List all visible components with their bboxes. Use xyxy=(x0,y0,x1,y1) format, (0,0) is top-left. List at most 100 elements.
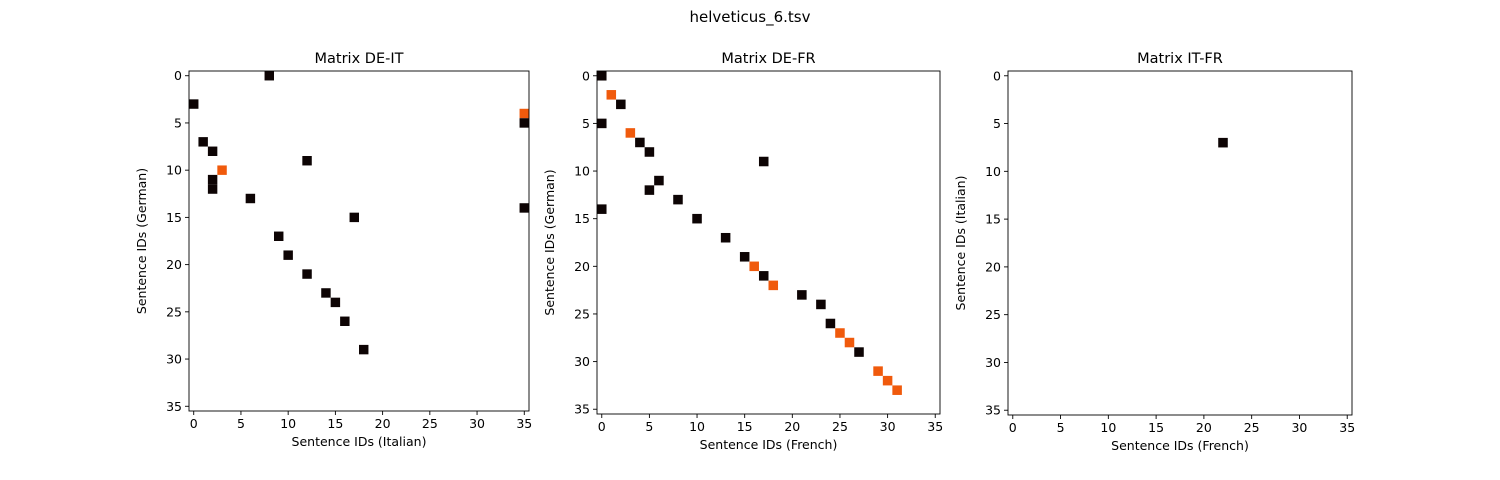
panel-title: Matrix IT-FR xyxy=(1137,51,1223,67)
matrix-cell xyxy=(321,288,331,298)
x-tick-label: 5 xyxy=(237,416,245,431)
y-tick-label: 10 xyxy=(985,164,1001,179)
matrix-cell xyxy=(692,213,702,224)
x-tick-label: 5 xyxy=(1057,420,1065,435)
matrix-cell xyxy=(739,252,750,262)
matrix-cell xyxy=(519,203,529,213)
plot-area xyxy=(597,71,940,414)
matrix-cell xyxy=(302,156,312,166)
y-tick-label: 10 xyxy=(574,164,590,179)
y-axis-label: Sentence IDs (German) xyxy=(542,169,557,315)
x-tick-label: 0 xyxy=(1009,420,1017,435)
matrix-cell xyxy=(882,375,893,386)
matrix-cell xyxy=(349,212,359,223)
axes-frame xyxy=(1007,70,1353,416)
y-tick-label: 20 xyxy=(574,259,590,274)
matrix-cell xyxy=(207,184,218,194)
axes-frame xyxy=(188,70,530,412)
matrix-cell xyxy=(625,128,636,138)
matrix-cell xyxy=(519,118,529,128)
y-tick-label: 35 xyxy=(166,399,182,414)
matrix-cell xyxy=(825,318,836,329)
y-tick-label: 15 xyxy=(166,210,182,225)
y-tick-label: 20 xyxy=(166,257,182,272)
panel-title: Matrix DE-IT xyxy=(315,51,404,67)
matrix-cell xyxy=(816,299,826,310)
matrix-cell xyxy=(720,232,731,243)
x-axis-label: Sentence IDs (French) xyxy=(700,437,838,452)
x-tick-label: 0 xyxy=(190,416,198,431)
y-tick-label: 35 xyxy=(985,403,1001,418)
x-tick-label: 35 xyxy=(927,419,943,434)
x-tick-label: 15 xyxy=(327,416,343,431)
x-tick-label: 15 xyxy=(737,419,753,434)
y-tick-label: 25 xyxy=(985,307,1001,322)
y-tick-label: 0 xyxy=(174,68,182,83)
matrix-cell xyxy=(873,366,883,376)
x-tick-label: 0 xyxy=(598,419,606,434)
matrix-cell xyxy=(207,174,218,185)
x-tick-label: 30 xyxy=(880,419,896,434)
x-tick-label: 10 xyxy=(689,419,705,434)
y-tick-label: 0 xyxy=(582,68,590,83)
matrix-cell xyxy=(749,261,759,272)
matrix-cell xyxy=(597,204,607,214)
matrix-cell xyxy=(768,280,779,291)
axes-frame xyxy=(596,70,941,415)
matrix-cell xyxy=(597,71,607,81)
matrix-cell xyxy=(606,90,617,100)
x-tick-label: 20 xyxy=(375,416,391,431)
matrix-cell xyxy=(673,194,683,205)
matrix-cell xyxy=(854,347,864,357)
x-tick-label: 5 xyxy=(645,419,653,434)
x-tick-label: 15 xyxy=(1148,420,1164,435)
matrix-cell xyxy=(597,118,607,129)
matrix-cell xyxy=(302,269,312,279)
x-axis-label: Sentence IDs (Italian) xyxy=(292,434,427,449)
y-tick-label: 5 xyxy=(174,115,182,130)
matrix-cell xyxy=(274,231,284,241)
matrix-cell xyxy=(1218,137,1228,148)
x-tick-label: 10 xyxy=(1100,420,1116,435)
matrix-cell xyxy=(758,156,769,167)
matrix-cell xyxy=(654,175,664,186)
matrix-cell xyxy=(644,185,655,195)
matrix-cell xyxy=(758,271,769,281)
matrix-cell xyxy=(892,385,902,395)
matrix-cell xyxy=(635,137,645,148)
matrix-cell xyxy=(340,316,350,326)
matrix-cell xyxy=(616,99,626,110)
plot-area xyxy=(189,71,529,411)
x-tick-label: 10 xyxy=(280,416,296,431)
x-tick-label: 25 xyxy=(832,419,848,434)
y-tick-label: 10 xyxy=(166,163,182,178)
x-tick-label: 35 xyxy=(516,416,532,431)
x-tick-label: 20 xyxy=(1196,420,1212,435)
x-tick-label: 25 xyxy=(422,416,438,431)
y-tick-label: 30 xyxy=(166,352,182,367)
matrix-cell xyxy=(217,165,227,175)
y-tick-label: 25 xyxy=(574,306,590,321)
matrix-cell xyxy=(198,137,208,147)
matrix-cell xyxy=(207,146,218,156)
matrix-cell xyxy=(245,193,256,204)
y-tick-label: 15 xyxy=(574,211,590,226)
y-tick-label: 5 xyxy=(993,116,1001,131)
x-axis-label: Sentence IDs (French) xyxy=(1111,438,1249,453)
y-tick-label: 20 xyxy=(985,259,1001,274)
y-tick-label: 5 xyxy=(582,116,590,131)
panel-3: 0 5 10 15 20 25 30 35 0 5 10 15 20 25 30 35 Matrix IT-FR… xyxy=(953,51,1355,453)
matrix-cell xyxy=(359,344,369,355)
panel-1: 0 5 10 15 20 25 30 35 0 5 10 15 20 25 30 35 Matrix DE-IT… xyxy=(134,51,532,449)
matrix-cell xyxy=(835,328,845,338)
plot-area xyxy=(1008,71,1352,415)
matrix-cell xyxy=(283,250,293,260)
figure-title: helveticus_6.tsv xyxy=(689,8,810,27)
y-axis-label: Sentence IDs (Italian) xyxy=(953,176,968,311)
x-tick-label: 25 xyxy=(1244,420,1260,435)
y-tick-label: 15 xyxy=(985,212,1001,227)
panel-title: Matrix DE-FR xyxy=(721,51,815,67)
y-tick-label: 35 xyxy=(574,402,590,417)
x-tick-label: 35 xyxy=(1339,420,1355,435)
